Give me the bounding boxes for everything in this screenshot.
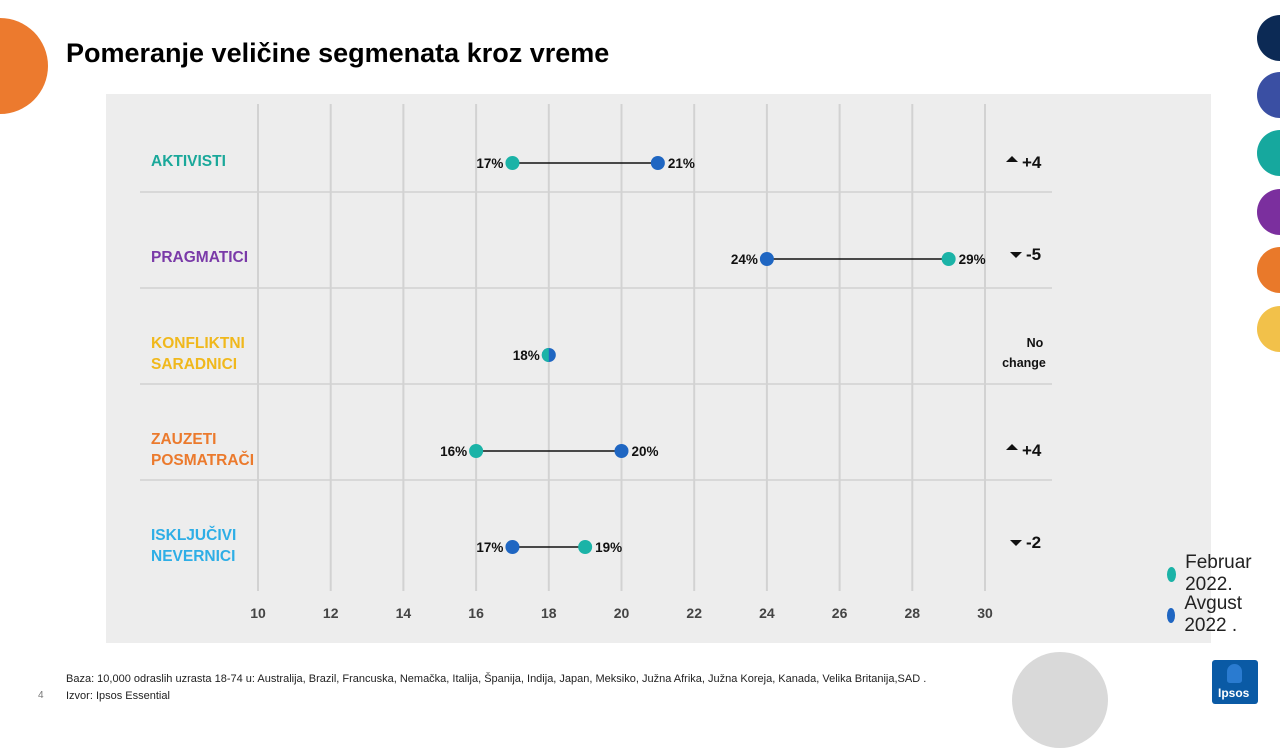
x-tick-label: 18 — [541, 605, 557, 621]
change-value: +4 — [1022, 153, 1042, 172]
page-title: Pomeranje veličine segmenata kroz vreme — [66, 38, 610, 68]
category-label: NEVERNICI — [151, 548, 235, 565]
change-value: change — [1002, 356, 1046, 370]
change-value: -2 — [1026, 533, 1041, 552]
decor-circle-yellow — [1257, 306, 1280, 352]
arrow-up-icon — [1006, 156, 1018, 162]
category-label: KONFLIKTNI — [151, 335, 245, 352]
footnote: Baza: 10,000 odraslih uzrasta 18-74 u: A… — [66, 671, 926, 705]
arrow-up-icon — [1006, 444, 1018, 450]
legend-swatch-august — [1167, 607, 1176, 623]
legend-swatch-february — [1167, 566, 1177, 582]
ipsos-logo: Ipsos — [1212, 660, 1258, 704]
category-label: ZAUZETI — [151, 431, 216, 448]
data-label: 19% — [595, 540, 622, 555]
x-tick-label: 22 — [686, 605, 702, 621]
data-label: 29% — [959, 252, 986, 267]
point-february — [541, 348, 549, 362]
category-label: PRAGMATICI — [151, 249, 248, 266]
x-tick-label: 26 — [832, 605, 848, 621]
legend-label-february: Februar 2022. — [1185, 552, 1252, 595]
change-value: -5 — [1026, 245, 1041, 264]
data-label: 17% — [476, 540, 503, 555]
legend-item-august: Avgust 2022 . — [1167, 593, 1249, 637]
decor-circle-orange-left — [0, 18, 48, 114]
decor-circle-orange — [1257, 247, 1280, 293]
decor-circle-navy — [1257, 15, 1280, 61]
x-tick-label: 20 — [614, 605, 630, 621]
point-august — [614, 444, 629, 458]
page-number: 4 — [38, 690, 44, 701]
legend-label-august: Avgust 2022 . — [1184, 593, 1243, 636]
data-label: 20% — [632, 444, 659, 459]
category-label: ISKLJUČIVI — [151, 526, 236, 544]
decor-circle-teal — [1257, 130, 1280, 176]
footnote-base: Baza: 10,000 odraslih uzrasta 18-74 u: A… — [66, 673, 927, 685]
data-label: 16% — [440, 444, 467, 459]
point-august — [650, 156, 665, 170]
change-value: No — [1027, 336, 1044, 350]
x-tick-label: 30 — [977, 605, 993, 621]
data-label: 24% — [731, 252, 758, 267]
change-value: +4 — [1022, 441, 1042, 460]
decor-circle-blue — [1257, 72, 1280, 118]
decor-circle-gray — [1012, 652, 1108, 748]
arrow-down-icon — [1010, 540, 1022, 546]
data-label: 17% — [476, 156, 503, 171]
x-tick-label: 28 — [905, 605, 921, 621]
data-label: 21% — [668, 156, 695, 171]
point-february — [505, 156, 520, 170]
footnote-source: Izvor: Ipsos Essential — [66, 690, 170, 702]
logo-text: Ipsos — [1218, 686, 1250, 700]
point-august — [759, 252, 774, 266]
point-august — [505, 540, 520, 554]
chart-panel: 10 12 14 16 18 20 22 24 26 28 30 AKTIVISTI 17% 21% +4 P… — [106, 94, 1252, 643]
decor-circle-purple — [1257, 189, 1280, 235]
category-label: SARADNICI — [151, 356, 237, 373]
x-tick-label: 10 — [250, 605, 266, 621]
dumbbell-chart: 10 12 14 16 18 20 22 24 26 28 30 AKTIVISTI 17% 21% +4 P… — [140, 104, 1052, 621]
data-label: 18% — [513, 348, 540, 363]
point-february — [469, 444, 484, 458]
x-tick-label: 16 — [468, 605, 484, 621]
category-label: AKTIVISTI — [151, 153, 226, 170]
arrow-down-icon — [1010, 252, 1022, 258]
point-february — [941, 252, 956, 266]
x-tick-label: 14 — [396, 605, 412, 621]
legend-item-february: Februar 2022. — [1167, 552, 1258, 596]
logo-mark-icon — [1227, 664, 1242, 683]
point-february — [578, 540, 593, 554]
category-label: POSMATRAČI — [151, 451, 254, 469]
x-tick-label: 12 — [323, 605, 339, 621]
x-tick-label: 24 — [759, 605, 775, 621]
